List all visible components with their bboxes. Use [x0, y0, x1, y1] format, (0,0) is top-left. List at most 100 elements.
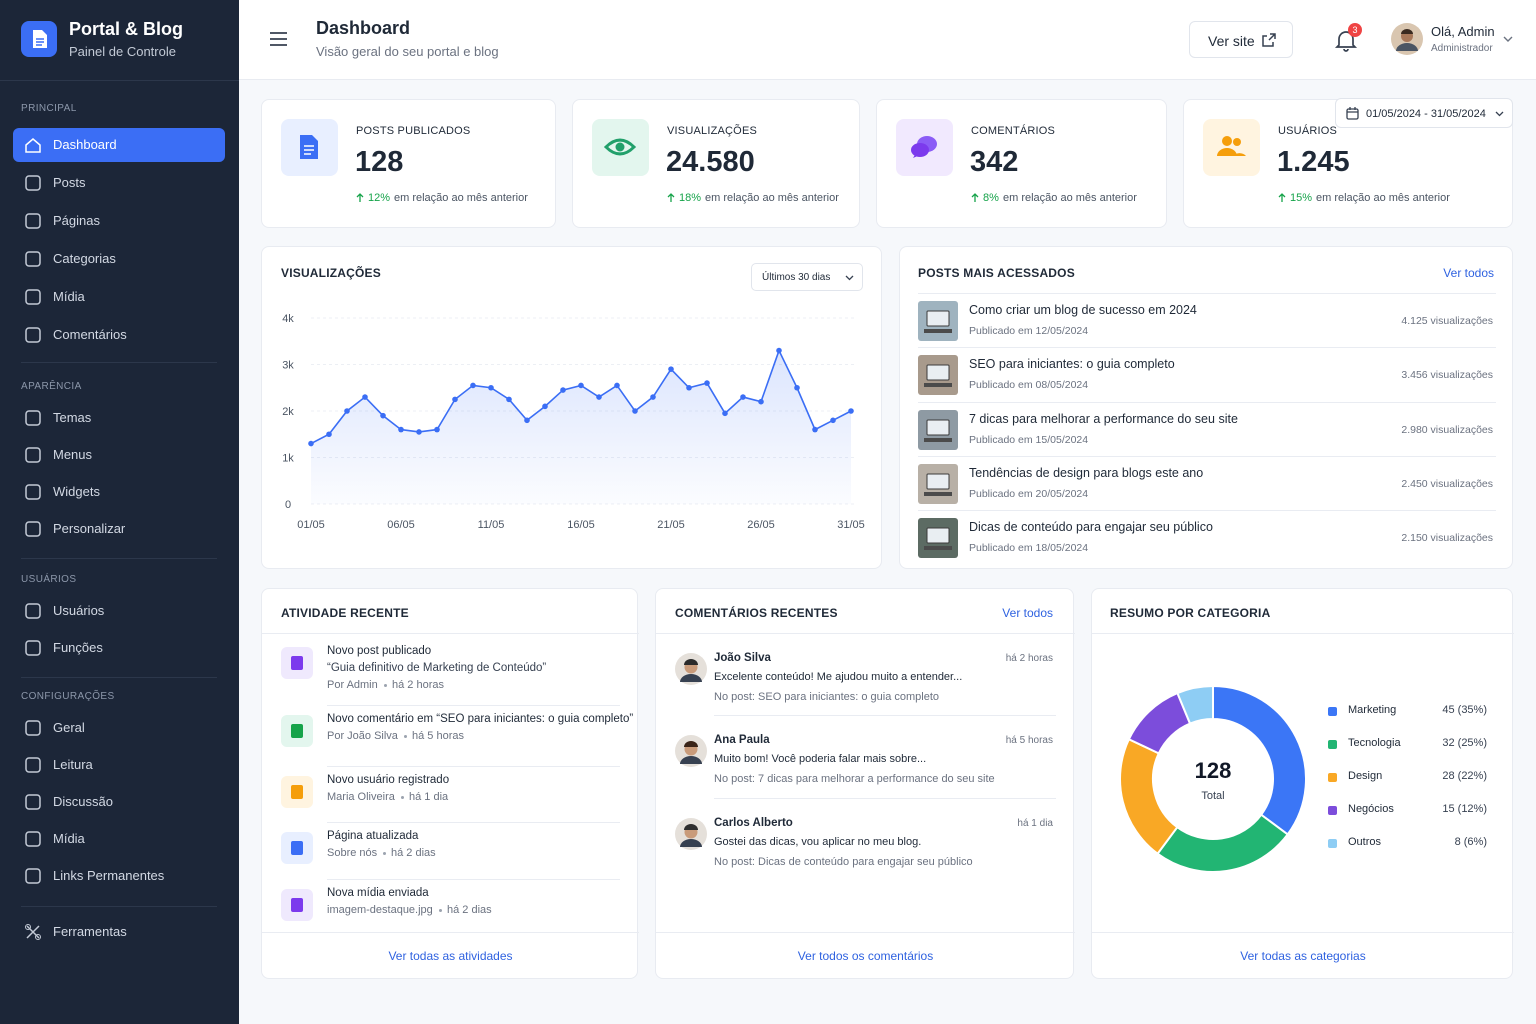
point	[758, 398, 764, 405]
icon-shape	[684, 824, 698, 830]
post-title[interactable]: Tendências de design para blogs este ano	[969, 465, 1204, 480]
stat-value: 342	[970, 146, 1019, 178]
icon-shape	[926, 310, 950, 327]
icon-shape	[924, 546, 952, 551]
nav-item[interactable]: Usuários	[13, 594, 225, 628]
nav-item[interactable]: Ferramentas	[13, 915, 225, 949]
icon-shape	[36, 38, 44, 46]
divider	[327, 822, 620, 823]
x-tick-label: 26/05	[747, 519, 775, 531]
comment-time: há 1 dia	[1017, 818, 1053, 829]
y-tick-label: 3k	[282, 360, 294, 372]
nav-item[interactable]: Temas	[13, 401, 225, 435]
post-title[interactable]: 7 dicas para melhorar a performance do s…	[969, 411, 1238, 426]
point	[362, 394, 368, 400]
user-avatar[interactable]	[1391, 23, 1423, 55]
nav-item[interactable]: Páginas	[13, 204, 225, 238]
point	[704, 380, 710, 386]
card-title: ATIVIDADE RECENTE	[281, 606, 409, 620]
page-subtitle: Visão geral do seu portal e blog	[316, 44, 499, 59]
activity-by: imagem-destaque.jpg	[327, 904, 433, 916]
post-views: 4.125 visualizações	[1401, 315, 1493, 327]
legend-value: 15 (12%)	[1442, 803, 1487, 815]
point	[560, 387, 566, 393]
stat-value: 1.245	[1277, 146, 1350, 178]
page-title: Dashboard	[316, 18, 411, 38]
nav-item[interactable]: Mídia	[13, 280, 225, 314]
date-range[interactable]: 01/05/2024 - 31/05/2024	[1335, 98, 1513, 128]
nav-icon	[25, 138, 41, 153]
icon-shape	[924, 437, 952, 442]
user-greeting: Olá, Admin	[1431, 24, 1495, 39]
nav-item[interactable]: Menus	[13, 438, 225, 472]
nav-icon	[25, 757, 41, 773]
activity-by: Por João Silva	[327, 730, 398, 742]
view-all-link[interactable]: Ver todos	[1443, 266, 1494, 280]
icon-shape	[270, 32, 287, 46]
post-title[interactable]: Dicas de conteúdo para engajar seu públi…	[969, 520, 1213, 535]
post-title[interactable]: Como criar um blog de sucesso em 2024	[969, 303, 1197, 317]
nav-icon	[25, 603, 41, 619]
donut-chart: 128 Total	[1119, 684, 1307, 873]
area	[311, 350, 851, 504]
period-select[interactable]: Últimos 30 dias	[751, 263, 863, 291]
view-site-button[interactable]: Ver site	[1189, 21, 1293, 58]
stat-value: 128	[355, 146, 404, 178]
nav-item[interactable]: Discussão	[13, 785, 225, 819]
legend-label: Tecnologia	[1348, 737, 1401, 749]
divider	[918, 510, 1496, 512]
icon-shape	[926, 473, 950, 490]
icon-shape	[1495, 111, 1504, 117]
icon-shape	[1262, 33, 1276, 47]
footer-link[interactable]: Ver todas as categorias	[1240, 949, 1366, 963]
post-views: 3.456 visualizações	[1401, 369, 1493, 382]
nav-item[interactable]: Posts	[13, 166, 225, 200]
icon-shape	[1222, 136, 1232, 146]
post-thumbnail	[918, 518, 958, 559]
footer-link[interactable]: Ver todas as atividades	[388, 949, 513, 963]
nav-item[interactable]: Personalizar	[13, 512, 225, 546]
y-tick-label: 0	[285, 499, 291, 511]
nav-item[interactable]: Funções	[13, 631, 225, 665]
nav-item[interactable]: Geral	[13, 711, 225, 745]
nav-label: Usuários	[53, 603, 105, 618]
commenter-avatar	[675, 653, 707, 685]
icon-shape	[291, 841, 303, 855]
post-date: Publicado em 12/05/2024	[969, 325, 1089, 337]
user-role: Administrador	[1431, 43, 1493, 54]
divider	[918, 401, 1496, 403]
nav-item[interactable]: Dashboard	[13, 128, 225, 162]
commenter-name: João Silva	[714, 652, 771, 664]
nav-item[interactable]: Leitura	[13, 748, 225, 782]
nav-item[interactable]: Comentários	[13, 318, 225, 352]
stat-card: POSTS PUBLICADOS 128 12% em relação ao mês …	[261, 99, 556, 228]
activity-card: ATIVIDADE RECENTE Ver todas as atividade…	[261, 588, 639, 979]
view-all-link[interactable]: Ver todos	[1002, 606, 1053, 620]
y-tick-label: 1k	[282, 453, 294, 465]
nav-item[interactable]: Mídia	[13, 822, 225, 856]
category-card: RESUMO POR CATEGORIA Ver todas as catego…	[1091, 588, 1514, 979]
activity-time: há 1 dia	[409, 791, 449, 803]
up-arrow	[356, 193, 364, 202]
menu-toggle[interactable]	[269, 31, 289, 47]
divider	[656, 932, 1075, 933]
date-range-label: 01/05/2024 - 31/05/2024	[1366, 108, 1486, 120]
nav-item[interactable]: Links Permanentes	[13, 859, 225, 893]
post-date: Publicado em 15/05/2024	[969, 433, 1089, 446]
divider	[1092, 932, 1514, 933]
post-thumbnail	[918, 301, 958, 341]
nav-item[interactable]: Widgets	[13, 475, 225, 509]
nav-icon	[25, 213, 41, 229]
icon-shape	[25, 138, 41, 153]
icon-shape	[1278, 193, 1286, 202]
icon-shape	[926, 527, 950, 544]
footer-link[interactable]: Ver todos os comentários	[797, 949, 934, 963]
icon-shape	[680, 756, 702, 764]
activity-title: Novo post publicado	[327, 645, 432, 657]
legend-swatch	[1328, 839, 1337, 848]
legend-value: 28 (22%)	[1442, 770, 1487, 782]
post-title[interactable]: SEO para iniciantes: o guia completo	[969, 357, 1175, 372]
activity-time: há 2 dias	[447, 904, 492, 916]
nav-item[interactable]: Categorias	[13, 242, 225, 276]
section-heading: APARÊNCIA	[21, 381, 82, 392]
